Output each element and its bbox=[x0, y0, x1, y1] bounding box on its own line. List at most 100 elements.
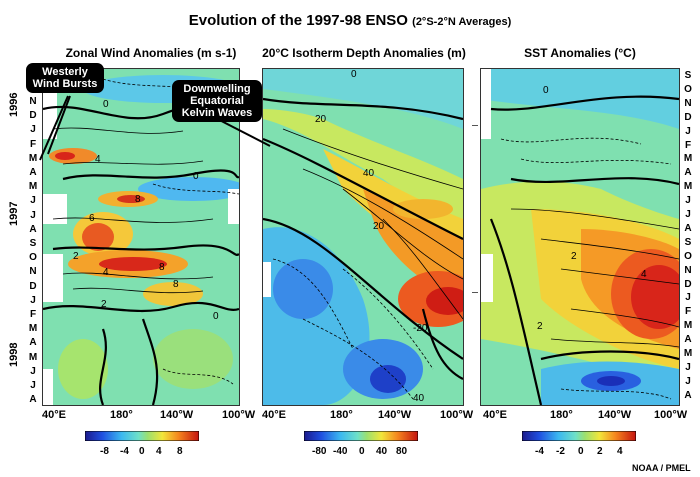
month-label-right: J bbox=[685, 125, 691, 137]
colorbar-tick: 40 bbox=[376, 446, 388, 457]
x-tick-140w-wind: 140°W bbox=[160, 409, 194, 421]
depth-anomaly-plot: 0 20 40 20 -20 40 bbox=[263, 69, 463, 405]
figure-title: Evolution of the 1997-98 ENSO (2°S-2°N A… bbox=[0, 12, 700, 29]
contour-label: -20 bbox=[413, 323, 428, 334]
month-label-right: A bbox=[684, 389, 692, 401]
month-label-right: A bbox=[684, 167, 692, 179]
panel-title-sst: SST Anomalies (°C) bbox=[524, 46, 636, 60]
colorbar-tick: 0 bbox=[578, 446, 584, 457]
contour-label: 40 bbox=[413, 393, 425, 404]
colorbar-tick: -4 bbox=[535, 446, 544, 457]
colorbar-tick: -8 bbox=[100, 446, 109, 457]
colorbar-depth bbox=[304, 431, 418, 441]
colorbar-tick: -2 bbox=[556, 446, 565, 457]
month-label-left: J bbox=[30, 365, 36, 377]
month-label-right: A bbox=[684, 334, 692, 346]
month-label-right: S bbox=[684, 236, 692, 248]
month-label-left: A bbox=[29, 223, 37, 235]
month-label-right: N bbox=[684, 264, 692, 276]
colorbar-wind bbox=[85, 431, 199, 441]
month-label-left: M bbox=[28, 351, 38, 363]
contour-label: 8 bbox=[173, 279, 179, 290]
x-tick-40e-sst: 40°E bbox=[483, 409, 507, 421]
month-label-left: J bbox=[30, 209, 36, 221]
axis-tick bbox=[472, 125, 478, 126]
month-label-left: J bbox=[30, 294, 36, 306]
contour-label: 0 bbox=[213, 311, 219, 322]
figure-title-sub: (2°S-2°N Averages) bbox=[412, 16, 512, 28]
depth-anomaly-panel: 0 20 40 20 -20 40 bbox=[262, 68, 464, 406]
contour-label: 2 bbox=[101, 299, 107, 310]
colorbar-tick: -4 bbox=[120, 446, 129, 457]
colorbar-tick: 2 bbox=[597, 446, 603, 457]
contour-label: 2 bbox=[73, 251, 79, 262]
month-label-left: M bbox=[28, 181, 38, 193]
month-label-right: F bbox=[684, 139, 692, 151]
month-label-right: M bbox=[683, 181, 693, 193]
contour-label: 2 bbox=[571, 251, 577, 262]
year-label-1997: 1997 bbox=[8, 201, 20, 226]
colorbar-tick: 80 bbox=[396, 446, 408, 457]
month-label-right: J bbox=[685, 375, 691, 387]
wind-anomaly-panel: 0 4 8 8 6 2 4 8 0 2 0 bbox=[42, 68, 240, 406]
month-label-left: F bbox=[29, 138, 37, 150]
x-tick-140w-depth: 140°W bbox=[378, 409, 412, 421]
month-label-left: A bbox=[29, 394, 37, 406]
contour-label: 40 bbox=[363, 168, 375, 179]
contour-label: 0 bbox=[193, 171, 199, 182]
x-tick-40e-wind: 40°E bbox=[42, 409, 66, 421]
month-label-right: J bbox=[685, 361, 691, 373]
x-tick-180-sst: 180° bbox=[550, 409, 573, 421]
month-label-left: D bbox=[29, 280, 37, 292]
credit: NOAA / PMEL bbox=[632, 463, 691, 473]
colorbar-tick: 8 bbox=[177, 446, 183, 457]
month-label-right: M bbox=[683, 348, 693, 359]
x-tick-100w-sst: 100°W bbox=[654, 409, 688, 421]
colorbar-tick: 4 bbox=[156, 446, 162, 457]
month-label-right: J bbox=[685, 209, 691, 220]
x-tick-100w-depth: 100°W bbox=[440, 409, 474, 421]
contour-label: 8 bbox=[135, 194, 141, 205]
contour-label: 0 bbox=[543, 85, 549, 96]
x-tick-180-wind: 180° bbox=[110, 409, 133, 421]
month-label-left: J bbox=[30, 124, 36, 136]
month-label-right: J bbox=[685, 195, 691, 207]
colorbar-tick: 0 bbox=[359, 446, 365, 457]
colorbar-tick: -80 bbox=[312, 446, 327, 457]
month-label-right: S bbox=[684, 70, 692, 81]
contour-label: 0 bbox=[103, 99, 109, 110]
month-label-left: N bbox=[29, 96, 37, 107]
month-label-right: M bbox=[683, 320, 693, 332]
colorbar-sst bbox=[522, 431, 636, 441]
panel-title-depth: 20°C Isotherm Depth Anomalies (m) bbox=[262, 46, 466, 60]
contour-label: 0 bbox=[351, 69, 357, 80]
month-label-right: O bbox=[684, 250, 692, 262]
contour-label: 4 bbox=[641, 269, 647, 280]
month-label-right: M bbox=[683, 153, 693, 165]
contour-label: 20 bbox=[315, 114, 327, 125]
month-label-right: F bbox=[684, 306, 692, 318]
x-tick-140w-sst: 140°W bbox=[598, 409, 632, 421]
panel-title-wind: Zonal Wind Anomalies (m s-1) bbox=[65, 46, 237, 60]
month-label-right: J bbox=[685, 292, 691, 304]
contour-label: 8 bbox=[159, 262, 165, 273]
contour-label: 2 bbox=[537, 321, 543, 332]
month-label-left: M bbox=[28, 152, 38, 164]
sst-anomaly-panel: 0 2 4 2 bbox=[480, 68, 680, 406]
month-label-right: D bbox=[684, 278, 692, 290]
year-label-1996: 1996 bbox=[8, 92, 20, 117]
contour-label: 6 bbox=[89, 213, 95, 224]
month-label-left: A bbox=[29, 337, 37, 349]
callout-westerly-wind-bursts: Westerly Wind Bursts bbox=[26, 63, 104, 93]
sst-anomaly-plot: 0 2 4 2 bbox=[481, 69, 679, 405]
month-label-left: F bbox=[29, 309, 37, 320]
month-label-right: O bbox=[684, 83, 692, 95]
wind-anomaly-plot: 0 4 8 8 6 2 4 8 0 2 0 bbox=[43, 69, 239, 405]
month-label-left: S bbox=[29, 238, 37, 249]
x-tick-40e-depth: 40°E bbox=[262, 409, 286, 421]
x-tick-180-depth: 180° bbox=[330, 409, 353, 421]
contour-label: 4 bbox=[103, 267, 109, 278]
month-label-left: A bbox=[29, 167, 37, 178]
axis-tick bbox=[472, 292, 478, 293]
colorbar-tick: 0 bbox=[139, 446, 145, 457]
